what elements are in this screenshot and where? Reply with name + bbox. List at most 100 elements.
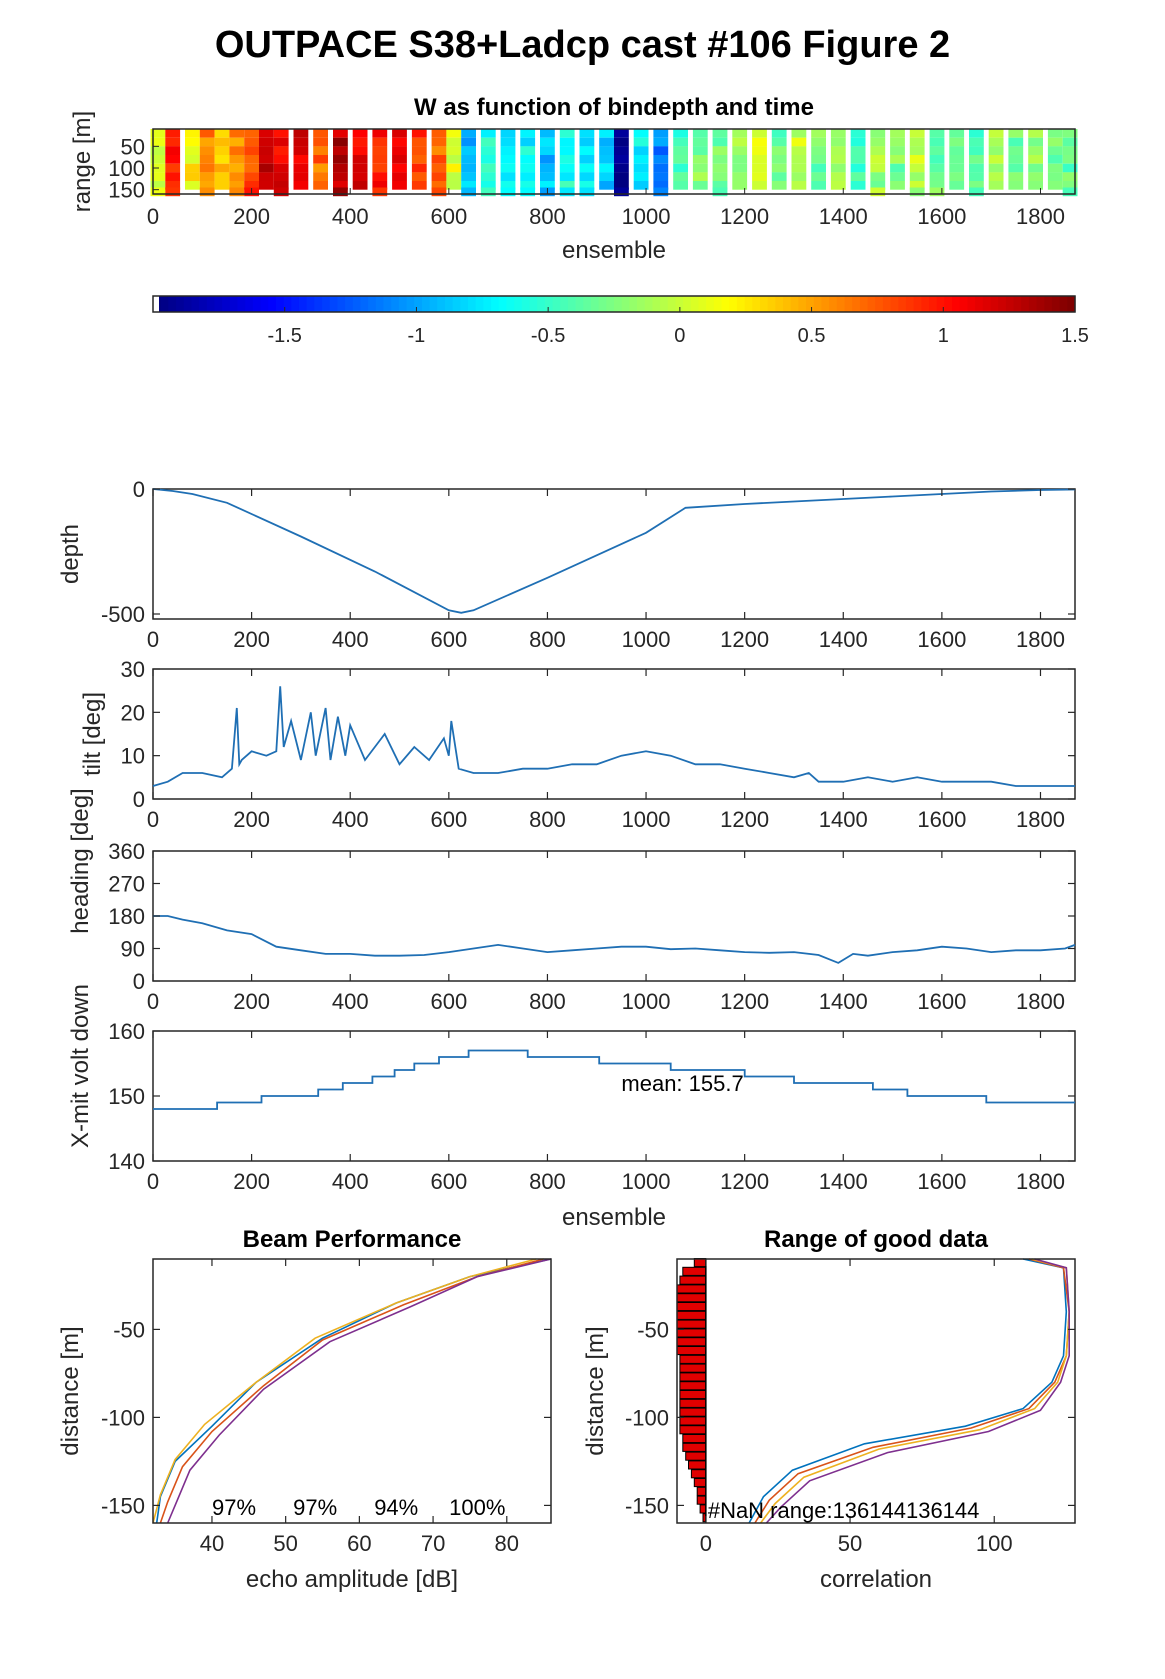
colorbar-cell: [291, 296, 300, 312]
x-tick-label: 200: [233, 989, 270, 1014]
w-cell: [333, 137, 348, 147]
w-cell: [579, 137, 595, 147]
w-cell: [712, 163, 728, 173]
w-cell: [653, 137, 669, 147]
w-cell: [293, 155, 309, 164]
colorbar-tick-label: -0.5: [531, 325, 565, 347]
depth-series-line: [152, 488, 1076, 614]
w-cell: [929, 137, 945, 147]
nan-bar: [679, 1390, 707, 1400]
colorbar-cell: [214, 296, 223, 312]
x-tick-label: 1600: [917, 204, 966, 229]
y-tick-label: -500: [101, 602, 145, 627]
w-cell: [372, 137, 388, 147]
nan-bar: [676, 1284, 707, 1294]
x-tick-label: 800: [529, 204, 566, 229]
y-tick-label: -150: [625, 1493, 669, 1518]
beam-percent-label: 97%: [212, 1495, 256, 1520]
tilt-series-line: [152, 686, 1075, 787]
w-cell: [446, 181, 462, 190]
w-cell: [244, 181, 259, 190]
w-cell: [1047, 155, 1063, 164]
heading-frame: [152, 850, 1076, 982]
w-cell: [293, 129, 309, 138]
w-cell: [559, 187, 575, 197]
beam-percent-label: 97%: [293, 1495, 337, 1520]
w-cell: [199, 155, 215, 164]
colorbar-cell: [460, 296, 469, 312]
colorbar-cell: [514, 296, 523, 312]
w-cell: [732, 155, 748, 164]
w-cell: [752, 146, 767, 155]
x-tick-label: 400: [332, 204, 369, 229]
w-cell: [199, 172, 215, 181]
heading-panel: 0 200 400 600 800 1000 1200 1400 1600 1800 0 90 180 2…: [67, 788, 1076, 1014]
x-tick-label: 0: [147, 807, 159, 832]
w-cell: [830, 181, 846, 190]
correlation-beam-1-line: [748, 1258, 1068, 1524]
w-cell: [870, 172, 886, 181]
w-cell: [333, 187, 348, 197]
w-cell: [614, 155, 629, 164]
w-cell: [712, 155, 728, 164]
x-tick-label: 600: [430, 807, 467, 832]
colorbar-tick-label: -1.5: [267, 325, 301, 347]
x-tick-label: 1600: [917, 989, 966, 1014]
w-cell: [850, 163, 866, 173]
w-cell: [461, 137, 476, 147]
colorbar-cell: [529, 296, 538, 312]
w-cell: [199, 181, 215, 190]
range-good-data-frame: [676, 1258, 1076, 1524]
w-cell: [929, 129, 945, 138]
w-cell: [909, 137, 925, 147]
w-cell: [165, 172, 181, 181]
w-cell: [712, 172, 728, 181]
w-cell: [969, 172, 984, 181]
w-cell: [673, 163, 688, 173]
w-cell: [673, 172, 688, 181]
colorbar-cell: [544, 296, 554, 312]
w-cell: [732, 137, 748, 147]
colorbar-cell: [944, 296, 953, 312]
w-cell: [352, 172, 368, 181]
w-cell: [333, 163, 348, 173]
colorbar-cell: [1059, 296, 1068, 312]
w-cell: [273, 146, 289, 155]
w-cell: [259, 129, 274, 138]
x-tick-label: 1200: [720, 204, 769, 229]
x-tick-label: 400: [332, 1169, 369, 1194]
w-cell: [599, 181, 614, 190]
colorbar-cell: [982, 296, 992, 312]
w-cell: [352, 129, 368, 138]
w-cell: [480, 163, 496, 173]
w-cell: [712, 146, 728, 155]
y-tick-label: 270: [108, 872, 145, 897]
w-cell: [599, 163, 614, 173]
w-cell: [988, 137, 1004, 147]
colorbar-cell: [829, 296, 838, 312]
w-cell: [599, 129, 614, 138]
w-cell: [599, 172, 614, 181]
w-cell: [791, 172, 807, 181]
heading-ylabel: heading [deg]: [67, 788, 94, 933]
w-cell: [293, 137, 309, 147]
w-cell: [411, 137, 427, 147]
colorbar-cell: [1021, 296, 1030, 312]
w-cell: [1028, 163, 1043, 173]
w-cell: [559, 146, 575, 155]
w-cell: [313, 129, 328, 138]
w-cell: [259, 172, 274, 181]
w-cell: [259, 155, 274, 164]
x-tick-label: 200: [233, 807, 270, 832]
colorbar-cell: [537, 296, 546, 312]
w-cell: [293, 172, 309, 181]
w-heatmap-frame: [152, 128, 1076, 195]
w-cell: [870, 137, 886, 147]
w-cell: [653, 163, 669, 173]
w-cell: [692, 155, 708, 164]
y-tick-label: 90: [121, 937, 145, 962]
colorbar-cell: [905, 296, 915, 312]
colorbar-cell: [767, 296, 776, 312]
w-cell: [653, 146, 669, 155]
x-tick-label: 100: [976, 1531, 1013, 1556]
